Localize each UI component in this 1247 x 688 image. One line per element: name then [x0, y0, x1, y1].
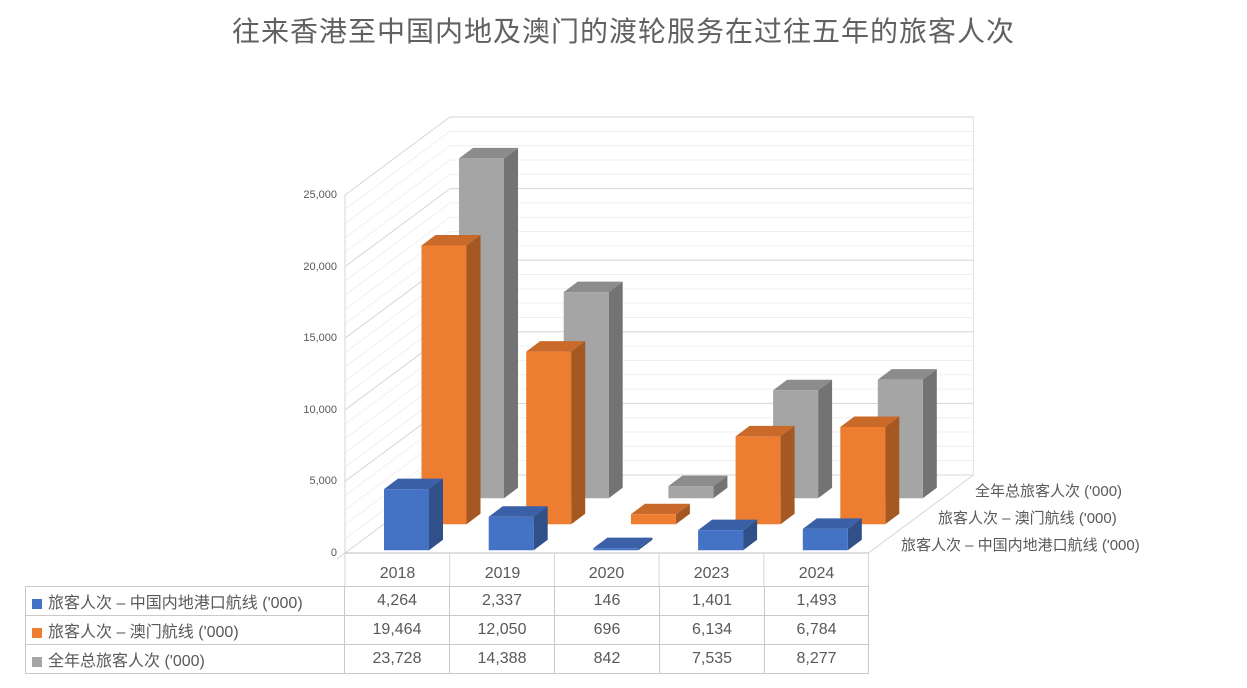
table-cell: 2,337: [449, 586, 555, 616]
table-row-label: 全年总旅客人次 ('000): [25, 644, 345, 674]
bar-2020-s2: [668, 475, 728, 499]
bar-2023-s1: [735, 425, 795, 525]
table-cell: 6,134: [659, 615, 765, 645]
table-row: 全年总旅客人次 ('000) 23,728 14,388 842 7,535 8…: [25, 644, 869, 674]
bar-2023-s0: [698, 519, 758, 551]
table-cell: 842: [554, 644, 660, 674]
bar-2020-s1: [630, 503, 690, 525]
bar-2019-s0: [488, 506, 548, 551]
bars: [384, 147, 937, 551]
table-cell: 146: [554, 586, 660, 616]
bar-2018-s0: [384, 478, 443, 551]
value-axis-label: 10,000: [303, 404, 337, 416]
table-row-label: 旅客人次 – 中国内地港口航线 ('000): [25, 586, 345, 616]
table-row-label: 旅客人次 – 澳门航线 ('000): [25, 615, 345, 645]
table-cell: 8,277: [764, 644, 869, 674]
table-row: 旅客人次 – 澳门航线 ('000) 19,464 12,050 696 6,1…: [25, 615, 869, 645]
table-row: 旅客人次 – 中国内地港口航线 ('000) 4,264 2,337 146 1…: [25, 586, 869, 616]
chart-title: 往来香港至中国内地及澳门的渡轮服务在过往五年的旅客人次: [231, 16, 1015, 47]
depth-axis-label: 旅客人次 – 中国内地港口航线 ('000): [901, 537, 1140, 554]
bar-2024-s0: [802, 518, 862, 551]
value-axis-label: 0: [330, 547, 337, 559]
bar-2018-s1: [421, 234, 481, 525]
category-label: 2018: [379, 565, 416, 582]
table-cell: 1,401: [659, 586, 765, 616]
table-cell: 7,535: [659, 644, 765, 674]
depth-axis-label: 旅客人次 – 澳门航线 ('000): [938, 510, 1117, 527]
data-table: 旅客人次 – 中国内地港口航线 ('000) 4,264 2,337 146 1…: [25, 586, 869, 674]
legend-swatch-gray: [32, 657, 42, 667]
category-label: 2020: [588, 565, 625, 582]
value-axis-label: 25,000: [303, 189, 337, 201]
bar-2019-s1: [526, 341, 586, 525]
value-axis-label: 20,000: [303, 261, 337, 273]
axis-lines: [336, 552, 869, 586]
legend-swatch-blue: [32, 599, 42, 609]
table-cell: 12,050: [449, 615, 555, 645]
bar-2020-s0: [593, 537, 653, 551]
table-cell: 23,728: [344, 644, 450, 674]
category-label: 2023: [693, 565, 730, 582]
value-axis-label: 5,000: [309, 475, 337, 487]
table-cell: 19,464: [344, 615, 450, 645]
table-cell: 6,784: [764, 615, 869, 645]
bar-2024-s1: [840, 416, 900, 525]
category-label: 2024: [798, 565, 835, 582]
table-cell: 1,493: [764, 586, 869, 616]
depth-axis-label: 全年总旅客人次 ('000): [975, 483, 1123, 500]
category-label: 2019: [484, 565, 521, 582]
table-cell: 696: [554, 615, 660, 645]
table-cell: 14,388: [449, 644, 555, 674]
table-cell: 4,264: [344, 586, 450, 616]
value-axis-label: 15,000: [303, 332, 337, 344]
legend-swatch-orange: [32, 628, 42, 638]
